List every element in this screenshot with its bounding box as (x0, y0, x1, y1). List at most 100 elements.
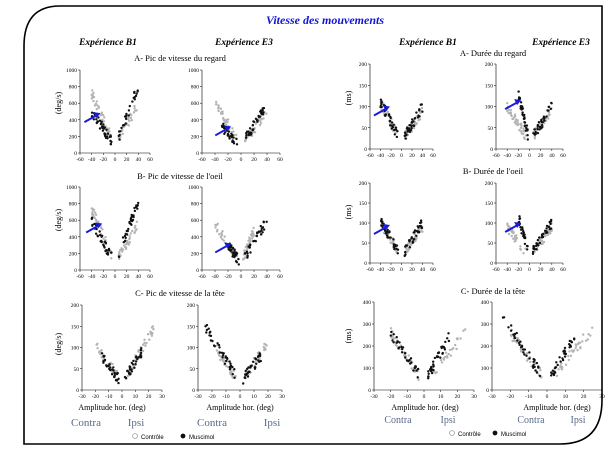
control-point (509, 111, 512, 114)
muscimol-point (102, 123, 105, 126)
control-point (547, 111, 551, 114)
muscimol-point (124, 122, 127, 125)
x-tick-label: -20 (387, 394, 395, 400)
control-point (510, 234, 513, 238)
control-point (542, 240, 546, 244)
muscimol-point (513, 332, 517, 336)
x-tick-label: -30 (78, 394, 86, 400)
control-point (100, 349, 103, 352)
x-tick-label: 20 (538, 267, 544, 273)
muscimol-point (537, 366, 540, 369)
x-tick-label: 20 (124, 274, 130, 280)
control-point (524, 247, 527, 250)
x-tick-label: -20 (387, 153, 395, 159)
y-tick-label: 50 (362, 241, 368, 247)
control-point (219, 358, 222, 362)
control-point (557, 368, 560, 371)
muscimol-point (443, 348, 447, 351)
x-tick-label: -40 (377, 153, 385, 159)
muscimol-point (100, 235, 103, 238)
muscimol-point (120, 126, 123, 130)
muscimol-point (261, 109, 264, 112)
ipsi-label-1: Ipsi (128, 417, 145, 429)
control-point (442, 357, 445, 360)
muscimol-point (379, 98, 383, 101)
muscimol-point (98, 127, 102, 130)
muscimol-point (103, 132, 106, 135)
muscimol-point (94, 232, 98, 235)
control-point (567, 354, 570, 358)
muscimol-point (509, 329, 513, 332)
control-point (586, 338, 589, 341)
arrow-head (382, 224, 390, 230)
muscimol-point (95, 227, 98, 231)
muscimol-point (108, 249, 111, 252)
muscimol-point (100, 352, 104, 355)
muscimol-point (519, 226, 522, 229)
muscimol-point (231, 372, 234, 376)
muscimol-point (129, 217, 133, 220)
muscimol-point (535, 361, 539, 365)
y-tick-label: 1000 (188, 68, 199, 74)
x-tick-label: 30 (279, 394, 285, 400)
muscimol-point (109, 366, 112, 369)
control-point (582, 333, 585, 336)
muscimol-point (245, 132, 248, 135)
x-tick-label: -10 (222, 394, 230, 400)
muscimol-point (545, 115, 548, 118)
y-tick-label: 200 (485, 62, 494, 68)
control-point (223, 235, 226, 238)
muscimol-point (132, 359, 135, 363)
x-tick-label: -60 (366, 267, 374, 273)
muscimol-point (246, 254, 249, 258)
legend-control-marker (132, 433, 138, 439)
muscimol-point (523, 124, 527, 127)
muscimol-point (525, 244, 529, 248)
arrow-shaft (85, 224, 100, 234)
muscimol-point (535, 244, 538, 248)
legend-control-label: Contrôle (458, 432, 481, 438)
muscimol-point (441, 352, 444, 355)
control-point (519, 348, 522, 351)
control-point (219, 107, 223, 110)
control-point (513, 339, 517, 343)
muscimol-point (415, 111, 418, 114)
muscimol-point (223, 362, 227, 365)
control-point (511, 117, 514, 121)
control-point (574, 346, 577, 350)
x-tick-label: -40 (503, 153, 511, 159)
control-point (450, 348, 454, 351)
muscimol-point (570, 341, 574, 344)
muscimol-point (395, 247, 398, 250)
muscimol-point (133, 96, 136, 99)
x-tick-label: 0 (239, 394, 242, 400)
y-tick-label: 0 (74, 268, 77, 274)
muscimol-point (124, 117, 128, 121)
panel-A-dur-E3: -60 -40 -20 0 20 40 60 0 50 100 150 200 (485, 62, 566, 159)
muscimol-point (133, 206, 136, 210)
control-point (447, 353, 450, 356)
control-point (142, 343, 145, 346)
muscimol-point (552, 373, 556, 377)
control-point (221, 230, 224, 233)
muscimol-point (249, 133, 253, 136)
muscimol-point (393, 128, 396, 132)
control-point (134, 229, 137, 232)
muscimol-point (223, 132, 226, 136)
control-point (417, 228, 420, 232)
muscimol-point (432, 360, 435, 363)
control-point (243, 249, 246, 252)
control-point (579, 346, 582, 349)
control-point (584, 339, 588, 342)
muscimol-point (101, 129, 105, 132)
muscimol-point (255, 362, 258, 365)
muscimol-point (105, 128, 108, 131)
y-tick-label: 200 (485, 181, 494, 187)
control-point (98, 351, 101, 354)
control-point (94, 213, 98, 216)
muscimol-point (258, 352, 261, 355)
x-tick-label: 40 (264, 274, 270, 280)
control-point (148, 338, 151, 341)
control-point (515, 341, 519, 344)
